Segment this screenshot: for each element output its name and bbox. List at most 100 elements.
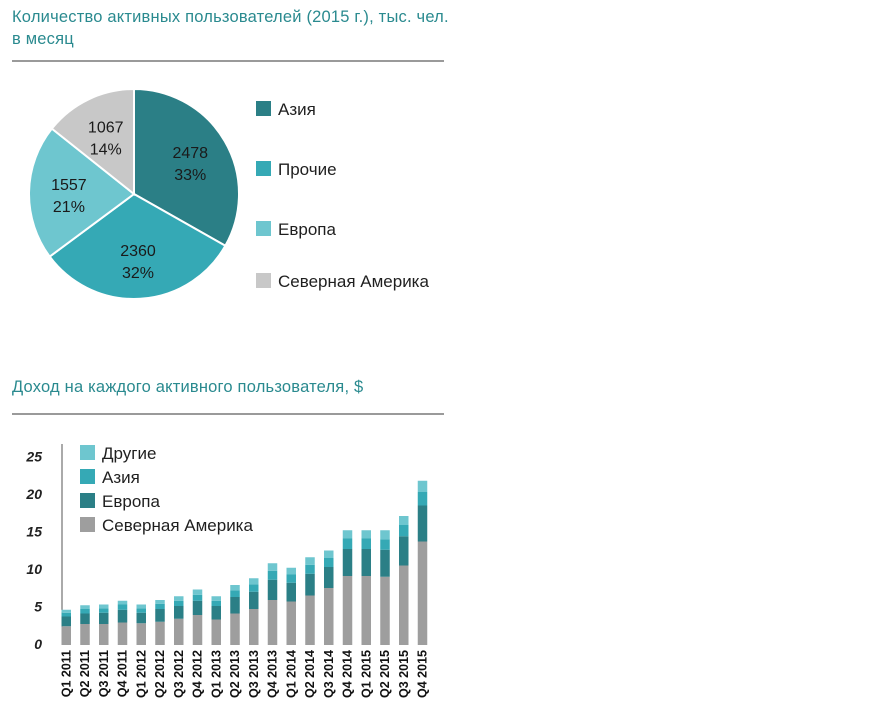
bar-segment: [136, 623, 146, 645]
legend-label: Азия: [278, 100, 316, 119]
bar-segment: [249, 584, 259, 592]
bar-segment: [399, 565, 409, 645]
bar-segment: [80, 609, 90, 614]
legend-label: Северная Америка: [278, 272, 429, 291]
pie-value-label: 2360: [120, 243, 156, 260]
bar-segment: [192, 594, 203, 601]
bar-chart-title: Доход на каждого активного пользователя,…: [12, 378, 364, 396]
bar-segment: [211, 606, 221, 620]
pie-value-label: 2478: [172, 145, 208, 162]
bar-segment: [211, 600, 221, 606]
bar-segment: [99, 624, 109, 645]
bar-legend-label: Азия: [102, 468, 140, 487]
bar-segment: [117, 622, 128, 645]
bar-segment: [267, 563, 278, 571]
bar-segment: [399, 525, 409, 537]
bar-segment: [230, 585, 240, 591]
bar-segment: [324, 550, 334, 558]
legend-swatch: [80, 445, 95, 460]
title-divider: [12, 413, 444, 415]
pie-value-label: 1557: [51, 177, 87, 194]
bar-segment: [117, 604, 128, 610]
legend-swatch: [256, 221, 271, 236]
x-tick-label: Q3 2014: [322, 650, 336, 698]
y-tick-label: 5: [34, 599, 42, 615]
bar-segment: [136, 612, 146, 624]
x-tick-label: Q4 2013: [266, 650, 280, 698]
pie-slice: [48, 192, 227, 300]
bar-segment: [305, 573, 315, 596]
x-tick-label: Q3 2013: [247, 650, 261, 698]
bar-segment: [399, 536, 409, 566]
pie-legend-item-north-america: Северная Америка: [256, 272, 429, 292]
bar-segment: [99, 612, 109, 624]
bar-segment: [249, 591, 259, 609]
bar-segment: [417, 541, 428, 645]
pie-percent-label: 32%: [122, 265, 154, 282]
pie-percent-label: 21%: [53, 199, 85, 216]
x-tick-label: Q4 2015: [416, 650, 430, 698]
bar-segment: [174, 618, 184, 645]
pie-percent-label: 33%: [174, 167, 206, 184]
bar-segment: [174, 596, 184, 601]
bar-segment: [117, 600, 128, 605]
bar-segment: [286, 574, 296, 583]
bar-segment: [80, 624, 90, 645]
bar-segment: [99, 608, 109, 613]
bar-segment: [399, 516, 409, 525]
title-divider: [12, 60, 444, 62]
bar-segment: [324, 588, 334, 645]
x-tick-label: Q2 2013: [228, 650, 242, 698]
bar-segment: [305, 595, 315, 645]
bar-segment: [286, 601, 296, 645]
legend-swatch: [256, 273, 271, 288]
pie-legend-item-other: Прочие: [256, 160, 337, 180]
legend-swatch: [256, 161, 271, 176]
bar-legend-label: Другие: [102, 444, 156, 463]
bar-segment: [211, 619, 221, 645]
bar-segment: [305, 564, 315, 574]
bar-segment: [342, 538, 353, 549]
y-tick-label: 0: [34, 636, 42, 652]
bar-segment: [155, 621, 165, 645]
bar-segment: [417, 480, 428, 492]
bar-segment: [230, 613, 240, 645]
bar-segment: [417, 505, 428, 542]
x-tick-label: Q1 2013: [209, 650, 223, 698]
bar-segment: [230, 590, 240, 597]
legend-swatch: [80, 517, 95, 532]
bar-legend-label: Европа: [102, 492, 160, 511]
bar-segment: [342, 530, 353, 539]
x-tick-label: Q1 2015: [359, 650, 373, 698]
bar-segment: [155, 600, 165, 604]
bar-segment: [192, 615, 203, 645]
x-tick-label: Q4 2012: [191, 650, 205, 698]
bar-segment: [155, 603, 165, 609]
bar-segment: [174, 600, 184, 606]
x-tick-label: Q2 2011: [78, 650, 92, 697]
y-tick-label: 20: [25, 486, 42, 502]
x-tick-label: Q3 2012: [172, 650, 186, 698]
bar-segment: [361, 576, 371, 645]
bar-segment: [80, 613, 90, 624]
pie-slice: [133, 87, 240, 248]
bar-segment: [61, 612, 71, 617]
bar-segment: [380, 549, 390, 577]
bar-segment: [192, 589, 203, 595]
bar-segment: [155, 609, 165, 622]
bar-segment: [61, 609, 71, 613]
pie-percent-label: 14%: [90, 141, 122, 158]
bar-legend-label: Северная Америка: [102, 516, 253, 535]
y-tick-label: 15: [26, 524, 42, 540]
bar-segment: [61, 626, 71, 645]
bar-segment: [136, 604, 146, 609]
legend-swatch: [256, 101, 271, 116]
x-tick-label: Q2 2012: [153, 650, 167, 698]
x-tick-label: Q3 2015: [397, 650, 411, 698]
x-tick-label: Q2 2014: [303, 650, 317, 698]
bar-segment: [380, 530, 390, 540]
x-tick-label: Q4 2011: [116, 650, 130, 697]
bar-segment: [211, 596, 221, 601]
